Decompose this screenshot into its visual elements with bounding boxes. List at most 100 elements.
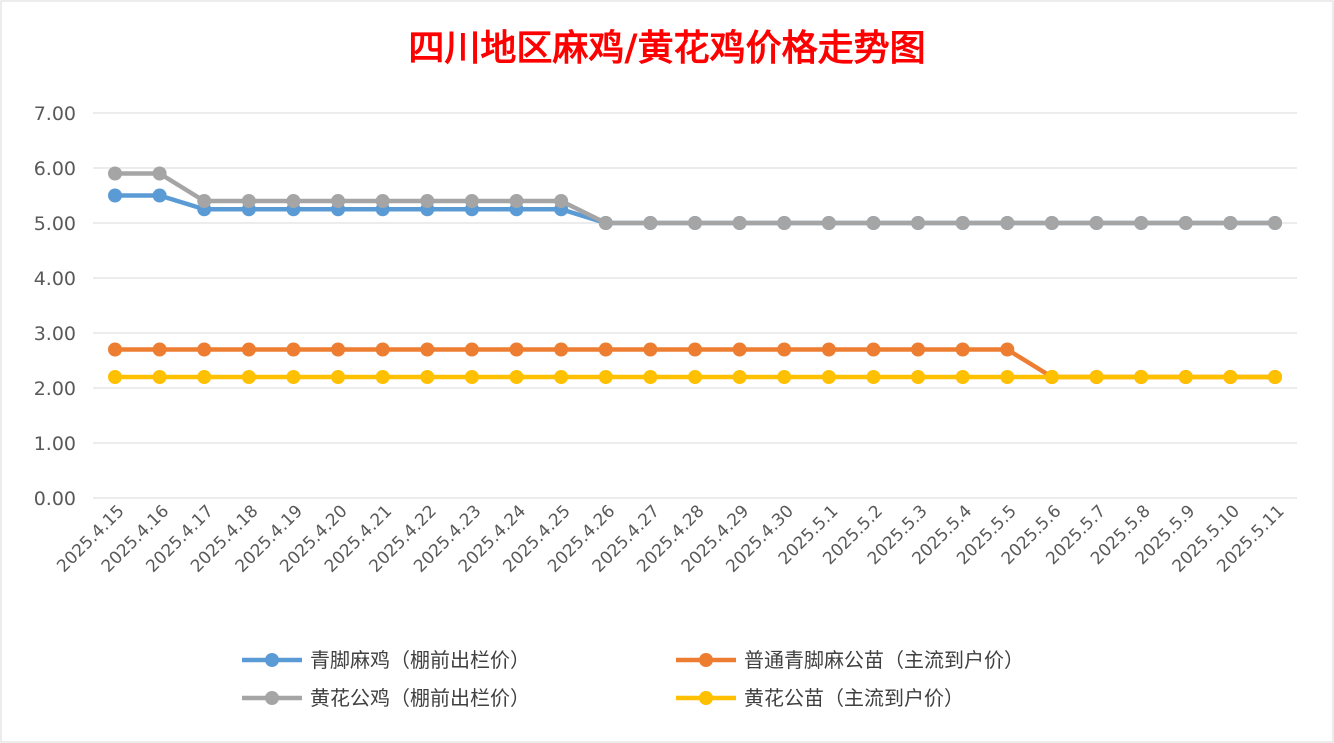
y-tick-label: 6.00 [34, 158, 76, 180]
data-point [911, 216, 926, 230]
data-point [598, 370, 613, 384]
data-point [331, 370, 346, 384]
data-point [1000, 342, 1015, 357]
y-tick-label: 3.00 [34, 323, 76, 345]
data-point [777, 216, 792, 230]
data-point [152, 342, 167, 357]
data-point [197, 342, 212, 357]
data-point [286, 194, 301, 208]
data-point [1134, 216, 1149, 230]
data-point [1089, 370, 1104, 384]
data-point [108, 370, 122, 384]
data-point [1268, 216, 1282, 230]
y-tick-label: 2.00 [34, 378, 76, 400]
data-point [955, 216, 970, 230]
legend-item: 黄花公苗（主流到户价） [676, 686, 964, 710]
data-point [108, 342, 122, 357]
legend-label: 普通青脚麻公苗（主流到户价） [744, 648, 1024, 672]
data-point [911, 342, 926, 357]
data-point [866, 342, 881, 357]
legend-item: 黄花公鸡（棚前出栏价） [242, 686, 530, 710]
data-point [643, 216, 658, 230]
data-point [464, 342, 479, 357]
data-point [777, 342, 792, 357]
data-point [241, 342, 256, 357]
data-point [1178, 370, 1193, 384]
legend-swatch-marker [699, 691, 713, 705]
data-point [241, 194, 256, 208]
data-point [688, 216, 702, 230]
data-point [1134, 370, 1149, 384]
data-point [152, 370, 167, 384]
data-point [777, 370, 792, 384]
data-point [375, 194, 390, 208]
data-point [732, 342, 747, 357]
data-point [197, 194, 212, 208]
data-point [554, 342, 569, 357]
data-point [821, 216, 836, 230]
data-point [108, 188, 122, 203]
y-tick-label: 1.00 [34, 433, 76, 455]
chart-title: 四川地区麻鸡/黄花鸡价格走势图 [408, 27, 925, 69]
data-point [955, 342, 970, 357]
legend-label: 黄花公鸡（棚前出栏价） [310, 686, 530, 710]
y-tick-label: 0.00 [34, 488, 76, 510]
data-point [1044, 216, 1059, 230]
series-2 [108, 166, 1282, 230]
data-point [1089, 216, 1104, 230]
data-point [509, 370, 524, 384]
data-point [554, 194, 569, 208]
data-point [420, 194, 435, 208]
data-point [375, 342, 390, 357]
data-point [1223, 216, 1238, 230]
y-tick-label: 7.00 [34, 103, 76, 125]
data-point [241, 370, 256, 384]
data-point [1000, 216, 1015, 230]
data-point [108, 166, 122, 181]
data-point [286, 342, 301, 357]
data-point [732, 216, 747, 230]
data-point [1000, 370, 1015, 384]
data-point [420, 342, 435, 357]
legend-swatch-marker [265, 691, 279, 705]
data-point [420, 370, 435, 384]
data-point [554, 370, 569, 384]
y-axis-ticks: 0.00 1.00 2.00 3.00 4.00 5.00 6.00 7.00 [34, 103, 76, 510]
series-lines [108, 166, 1282, 384]
data-point [509, 194, 524, 208]
legend-swatch-marker [699, 653, 713, 667]
data-point [197, 370, 212, 384]
y-tick-label: 5.00 [34, 213, 76, 235]
data-point [821, 342, 836, 357]
legend-item: 青脚麻鸡（棚前出栏价） [242, 648, 530, 672]
data-point [821, 370, 836, 384]
series-3 [108, 370, 1282, 384]
legend-label: 黄花公苗（主流到户价） [744, 686, 964, 710]
data-point [688, 342, 702, 357]
data-point [1223, 370, 1238, 384]
data-point [464, 194, 479, 208]
data-point [1268, 370, 1282, 384]
data-point [509, 342, 524, 357]
data-point [286, 370, 301, 384]
data-point [1044, 370, 1059, 384]
y-tick-label: 4.00 [34, 268, 76, 290]
data-point [866, 216, 881, 230]
legend-label: 青脚麻鸡（棚前出栏价） [310, 648, 530, 672]
data-point [598, 342, 613, 357]
data-point [152, 166, 167, 181]
data-point [464, 370, 479, 384]
legend-item: 普通青脚麻公苗（主流到户价） [676, 648, 1024, 672]
data-point [152, 188, 167, 203]
data-point [643, 370, 658, 384]
legend-swatch-marker [265, 653, 279, 667]
data-point [732, 370, 747, 384]
data-point [331, 342, 346, 357]
data-point [688, 370, 702, 384]
data-point [911, 370, 926, 384]
data-point [643, 342, 658, 357]
legend: 青脚麻鸡（棚前出栏价） 普通青脚麻公苗（主流到户价） 黄花公鸡（棚前出栏价） 黄花公苗… [242, 648, 1024, 710]
